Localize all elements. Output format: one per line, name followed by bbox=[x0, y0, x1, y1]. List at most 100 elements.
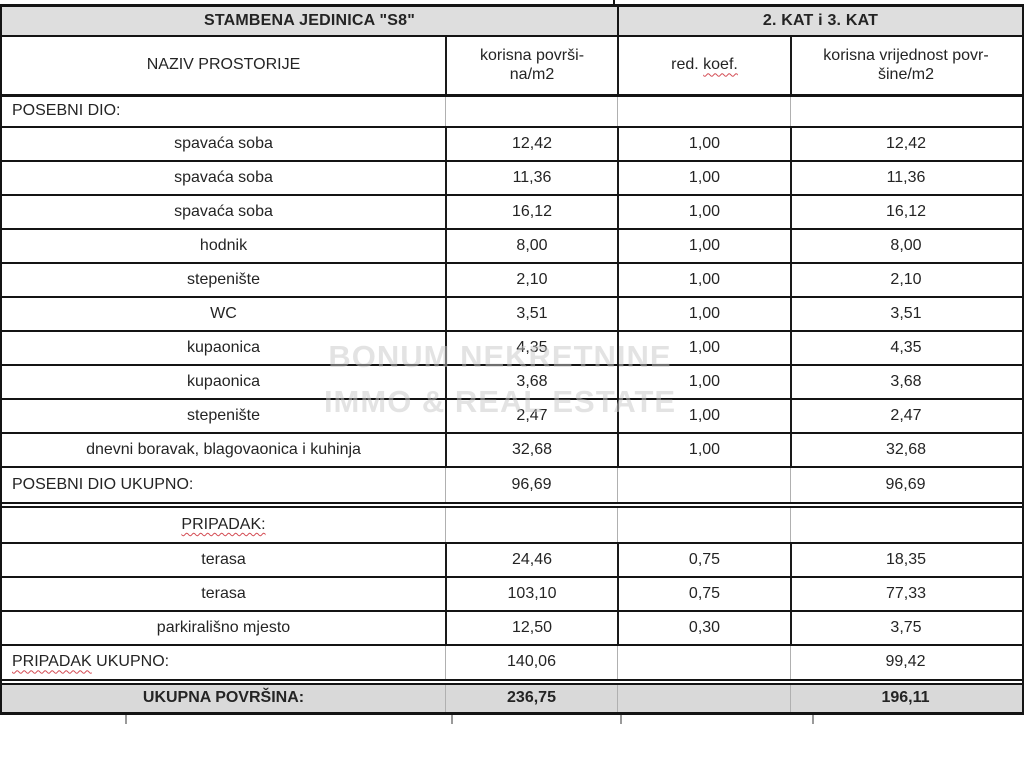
koef-cell bbox=[617, 646, 790, 679]
table-row: kupaonica 4,35 1,00 4,35 bbox=[2, 332, 1022, 366]
subtotal-row-pripadak: PRIPADAK UKUPNO: 140,06 99,42 bbox=[2, 646, 1022, 679]
table-row: WC 3,51 1,00 3,51 bbox=[2, 298, 1022, 332]
area-cell: 236,75 bbox=[445, 685, 617, 712]
koef-cell: 1,00 bbox=[617, 196, 790, 228]
table-row: hodnik 8,00 1,00 8,00 bbox=[2, 230, 1022, 264]
koef-squiggle: koef. bbox=[703, 56, 738, 74]
section-label: PRIPADAK: bbox=[2, 508, 445, 542]
section-label: POSEBNI DIO: bbox=[12, 102, 121, 120]
area-cell: 3,68 bbox=[445, 366, 617, 398]
table-row: stepenište 2,47 1,00 2,47 bbox=[2, 400, 1022, 434]
room-name: dnevni boravak, blagovaonica i kuhinja bbox=[86, 440, 361, 458]
value-cell: 96,69 bbox=[790, 468, 1020, 502]
koef-cell: 1,00 bbox=[617, 332, 790, 364]
table-row: spavaća soba 12,42 1,00 12,42 bbox=[2, 128, 1022, 162]
col-header-koef: red. koef. bbox=[617, 37, 790, 94]
area-cell: 16,12 bbox=[445, 196, 617, 228]
table-header-band: STAMBENA JEDINICA "S8" 2. KAT i 3. KAT bbox=[2, 4, 1022, 37]
table-row: terasa 103,10 0,75 77,33 bbox=[2, 578, 1022, 612]
area-cell: 103,10 bbox=[445, 578, 617, 610]
area-cell bbox=[445, 97, 617, 126]
value-cell: 3,51 bbox=[790, 298, 1020, 330]
grid-line-stub bbox=[613, 0, 615, 4]
area-cell: 11,36 bbox=[445, 162, 617, 194]
area-cell: 8,00 bbox=[445, 230, 617, 262]
pripadak-ukupno-squiggle: PRIPADAK bbox=[12, 653, 92, 671]
koef-cell: 1,00 bbox=[617, 128, 790, 160]
koef-cell: 1,00 bbox=[617, 162, 790, 194]
column-header-row: NAZIV PROSTORIJE korisna površi- na/m2 r… bbox=[2, 37, 1022, 97]
table-row: terasa 24,46 0,75 18,35 bbox=[2, 544, 1022, 578]
koef-cell: 1,00 bbox=[617, 400, 790, 432]
col-header-area: korisna površi- na/m2 bbox=[445, 37, 617, 94]
value-cell: 8,00 bbox=[790, 230, 1020, 262]
value-cell: 3,68 bbox=[790, 366, 1020, 398]
koef-cell bbox=[617, 97, 790, 126]
room-name: kupaonica bbox=[187, 338, 260, 356]
table-row: spavaća soba 11,36 1,00 11,36 bbox=[2, 162, 1022, 196]
koef-cell bbox=[617, 468, 790, 502]
room-name: hodnik bbox=[199, 236, 248, 254]
col-header-value: korisna vrijednost povr- šine/m2 bbox=[790, 37, 1020, 94]
value-cell: 196,11 bbox=[790, 685, 1020, 712]
koef-cell: 1,00 bbox=[617, 366, 790, 398]
koef-cell: 1,00 bbox=[617, 230, 790, 262]
room-name: terasa bbox=[201, 584, 246, 602]
koef-cell: 1,00 bbox=[617, 298, 790, 330]
double-separator bbox=[2, 502, 1022, 508]
top-gap bbox=[0, 0, 1024, 4]
room-name: spavaća soba bbox=[174, 134, 273, 152]
grid-line-stub bbox=[620, 715, 622, 724]
area-cell bbox=[445, 508, 617, 542]
area-cell: 2,10 bbox=[445, 264, 617, 296]
area-cell: 24,46 bbox=[445, 544, 617, 576]
room-name: terasa bbox=[201, 550, 246, 568]
section-row-posebni-dio: POSEBNI DIO: bbox=[2, 97, 1022, 128]
bottom-gap bbox=[0, 715, 1024, 725]
section-row-pripadak: PRIPADAK: bbox=[2, 508, 1022, 544]
floor-title: 2. KAT i 3. KAT bbox=[617, 7, 1022, 35]
table-row: kupaonica 3,68 1,00 3,68 bbox=[2, 366, 1022, 400]
pripadak-squiggle: PRIPADAK: bbox=[181, 515, 266, 533]
koef-cell: 0,30 bbox=[617, 612, 790, 644]
koef-cell: 0,75 bbox=[617, 544, 790, 576]
room-name: spavaća soba bbox=[174, 168, 273, 186]
subtotal-row-posebni: POSEBNI DIO UKUPNO: 96,69 96,69 bbox=[2, 468, 1022, 502]
value-cell bbox=[790, 97, 1020, 126]
value-cell: 11,36 bbox=[790, 162, 1020, 194]
koef-cell bbox=[617, 685, 790, 712]
value-cell: 12,42 bbox=[790, 128, 1020, 160]
table-row: stepenište 2,10 1,00 2,10 bbox=[2, 264, 1022, 298]
area-cell: 140,06 bbox=[445, 646, 617, 679]
col-header-koef-text: red. koef. bbox=[671, 56, 738, 74]
area-cell: 4,35 bbox=[445, 332, 617, 364]
room-name: spavaća soba bbox=[174, 202, 273, 220]
koef-cell bbox=[617, 508, 790, 542]
unit-title: STAMBENA JEDINICA "S8" bbox=[203, 12, 415, 29]
value-cell: 18,35 bbox=[790, 544, 1020, 576]
value-cell: 2,10 bbox=[790, 264, 1020, 296]
area-cell: 96,69 bbox=[445, 468, 617, 502]
value-cell: 99,42 bbox=[790, 646, 1020, 679]
value-cell: 2,47 bbox=[790, 400, 1020, 432]
table-row: parkirališno mjesto 12,50 0,30 3,75 bbox=[2, 612, 1022, 646]
koef-cell: 1,00 bbox=[617, 434, 790, 466]
area-cell: 32,68 bbox=[445, 434, 617, 466]
value-cell: 32,68 bbox=[790, 434, 1020, 466]
total-row: UKUPNA POVRŠINA: 236,75 196,11 bbox=[2, 685, 1022, 715]
room-name: stepenište bbox=[187, 406, 260, 424]
col-header-name: NAZIV PROSTORIJE bbox=[146, 56, 301, 74]
col-header-value-line1: korisna vrijednost povr- bbox=[823, 47, 989, 65]
col-header-area-line1: korisna površi- bbox=[479, 47, 585, 65]
room-name: stepenište bbox=[187, 270, 260, 288]
koef-cell: 1,00 bbox=[617, 264, 790, 296]
total-label: UKUPNA POVRŠINA: bbox=[142, 689, 305, 707]
grid-line-stub bbox=[812, 715, 814, 724]
room-name: parkirališno mjesto bbox=[156, 618, 291, 636]
value-cell: 77,33 bbox=[790, 578, 1020, 610]
koef-cell: 0,75 bbox=[617, 578, 790, 610]
area-cell: 2,47 bbox=[445, 400, 617, 432]
col-header-area-line2: na/m2 bbox=[509, 65, 555, 83]
grid-line-stub bbox=[125, 715, 127, 724]
